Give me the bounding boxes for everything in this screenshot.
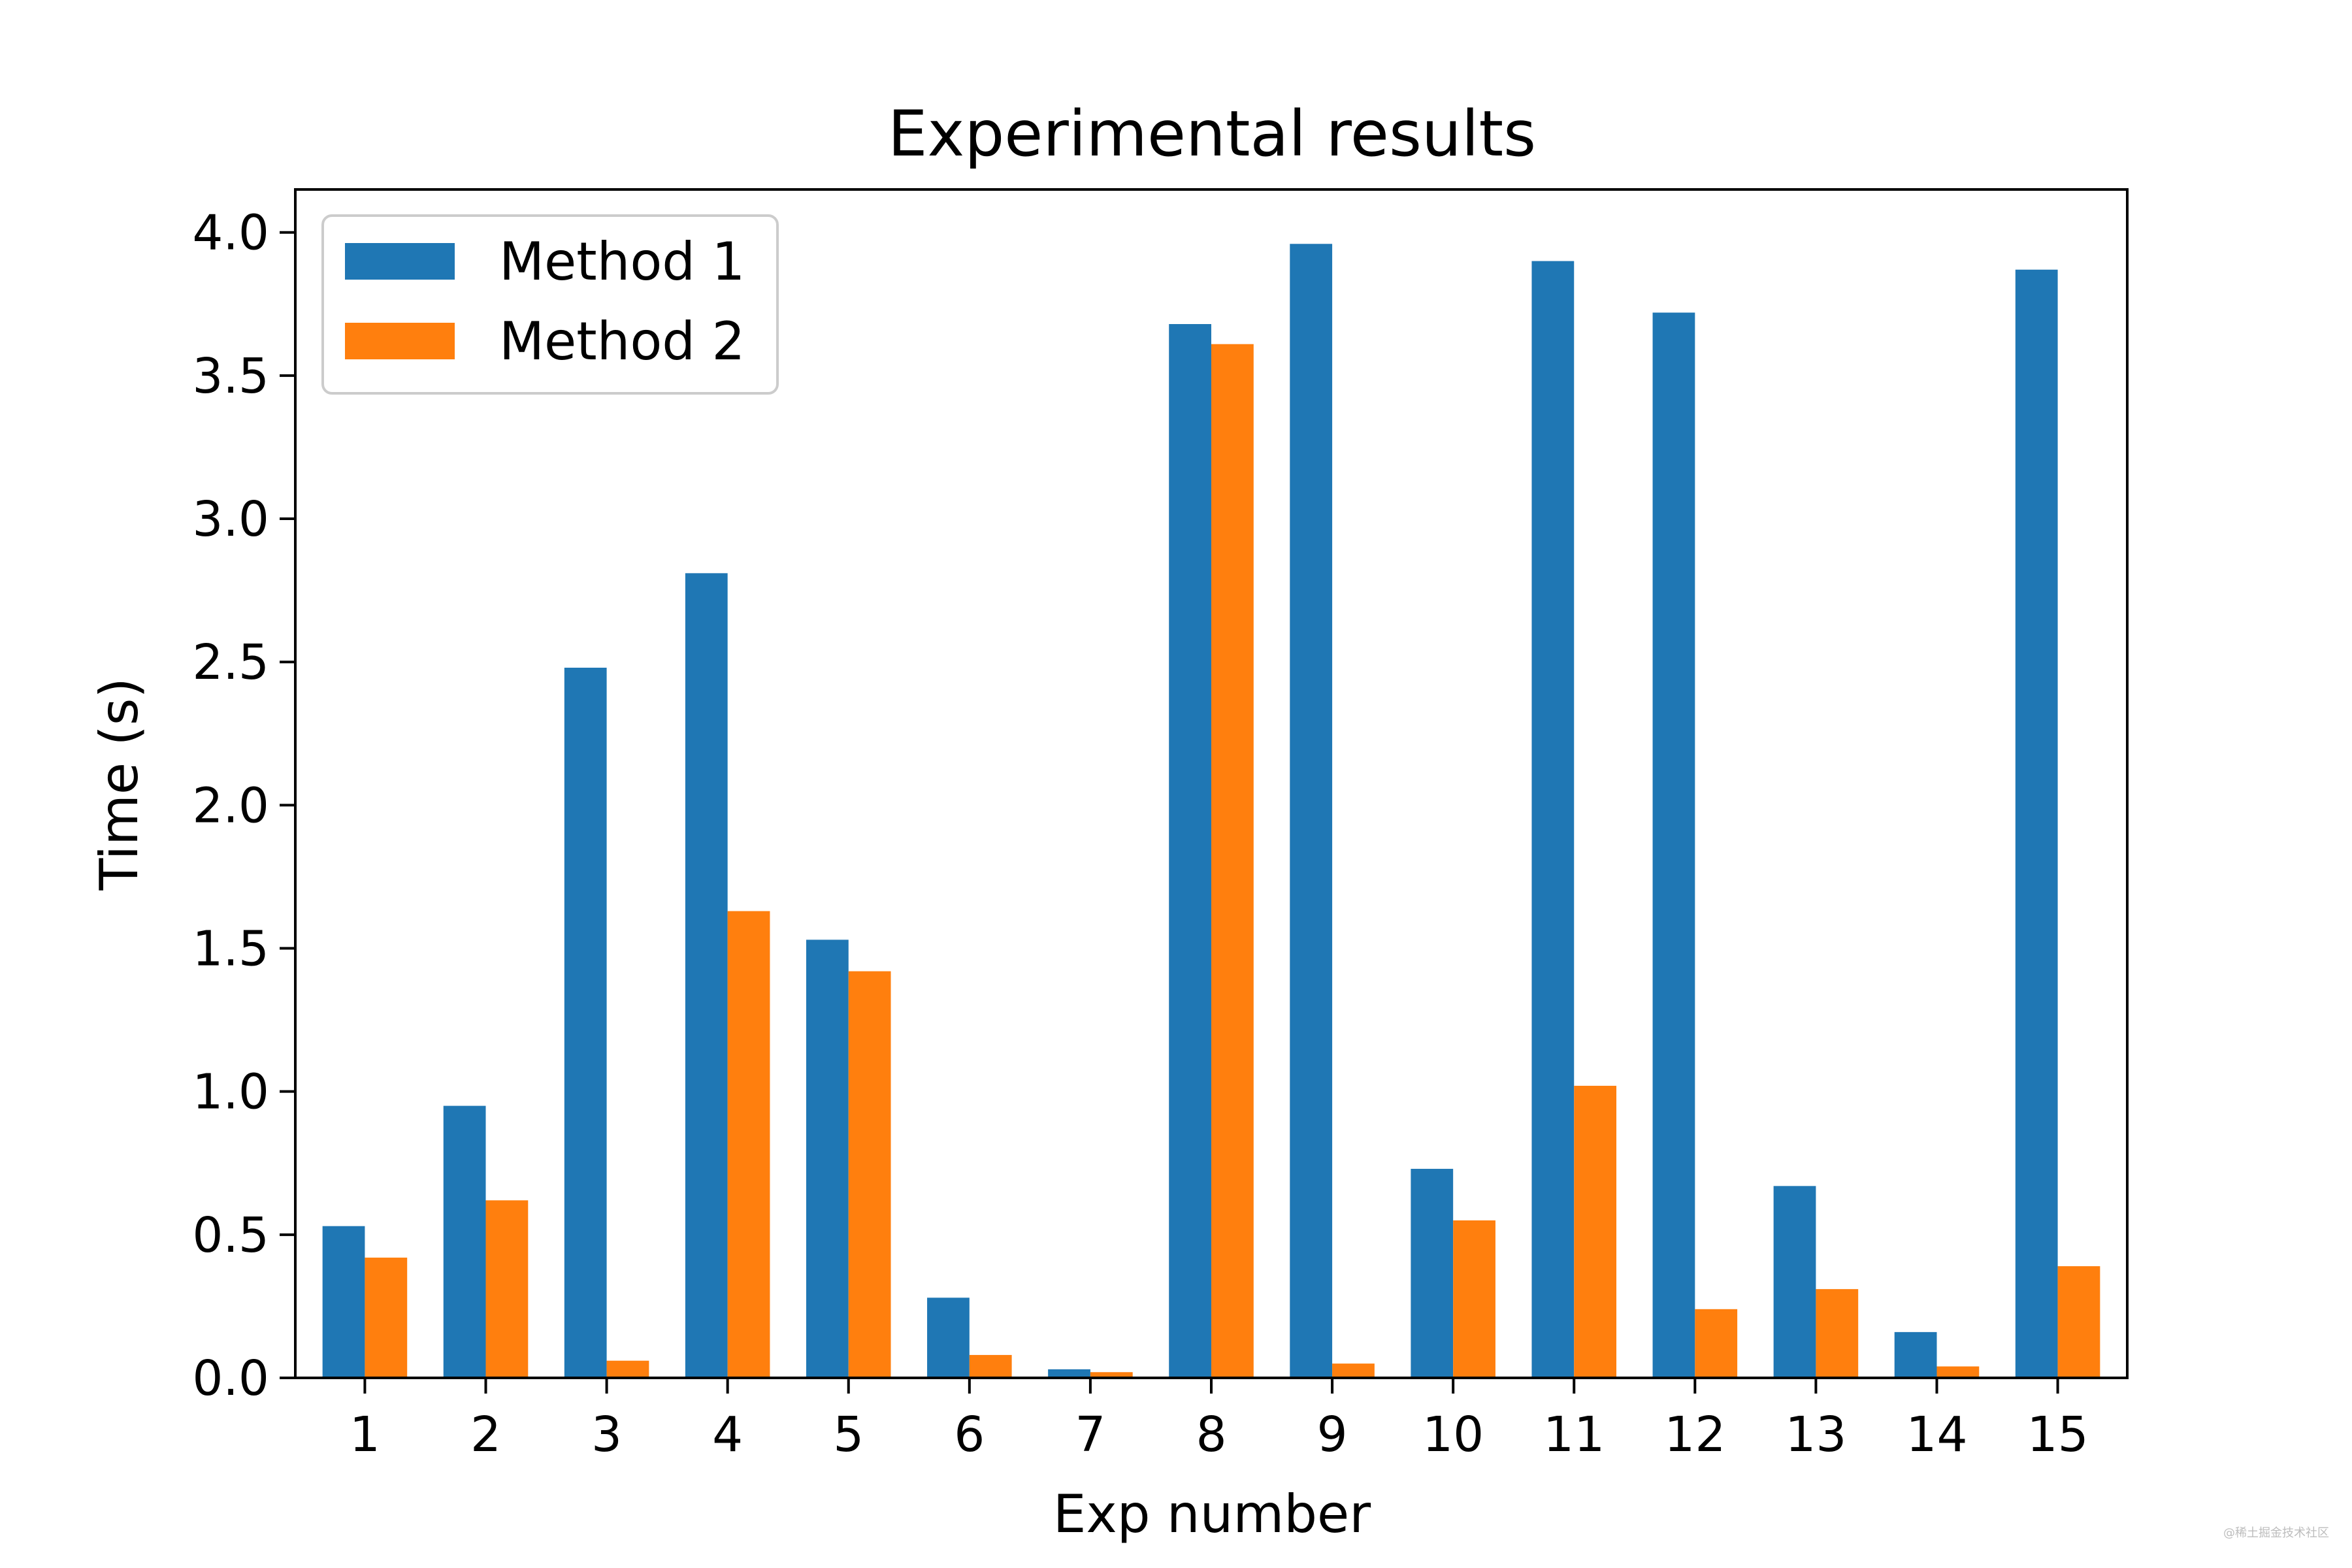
bar-method-1-exp-3 [564, 667, 607, 1378]
y-tick-label: 2.0 [192, 777, 269, 834]
bar-method-2-exp-9 [1332, 1364, 1375, 1378]
bar-method-2-exp-1 [365, 1257, 408, 1378]
bar-method-1-exp-2 [443, 1105, 486, 1378]
chart-title: Experimental results [888, 97, 1536, 171]
bar-method-2-exp-4 [727, 911, 770, 1378]
bar-method-2-exp-10 [1453, 1220, 1495, 1378]
bar-method-1-exp-8 [1169, 324, 1211, 1379]
bar-method-2-exp-6 [969, 1354, 1012, 1378]
x-tick-label: 5 [833, 1407, 864, 1463]
x-tick-label: 15 [2027, 1407, 2088, 1463]
x-tick-label: 13 [1785, 1407, 1846, 1463]
y-axis: 0.0 0.5 1.0 1.5 2.0 2.5 3.0 3.5 4.0 [192, 205, 295, 1407]
x-tick-label: 1 [350, 1407, 380, 1463]
x-tick-label: 8 [1196, 1407, 1226, 1463]
y-tick-label: 1.5 [192, 921, 269, 977]
bars-group [322, 244, 2100, 1379]
y-tick-label: 0.5 [192, 1207, 269, 1264]
x-tick-label: 4 [712, 1407, 743, 1463]
bar-method-1-exp-10 [1411, 1169, 1454, 1378]
bar-method-2-exp-13 [1816, 1289, 1859, 1378]
plot-frame [294, 188, 2129, 1379]
bar-method-2-exp-15 [2057, 1266, 2100, 1378]
bar-method-1-exp-5 [806, 939, 849, 1378]
x-tick-label: 11 [1543, 1407, 1605, 1463]
x-tick-label: 12 [1664, 1407, 1725, 1463]
bar-method-2-exp-2 [485, 1200, 529, 1378]
y-tick-label: 3.5 [192, 348, 269, 404]
x-tick-label: 10 [1422, 1407, 1484, 1463]
x-tick-label: 14 [1906, 1407, 1967, 1463]
bar-method-1-exp-7 [1048, 1369, 1090, 1378]
x-tick-label: 6 [954, 1407, 985, 1463]
bar-method-1-exp-11 [1531, 261, 1575, 1378]
x-tick-label: 3 [591, 1407, 622, 1463]
y-tick-label: 3.0 [192, 491, 269, 547]
legend-swatch-method-2 [345, 323, 455, 359]
x-axis-title: Exp number [1053, 1484, 1371, 1544]
bar-method-2-exp-8 [1211, 344, 1254, 1378]
x-tick-label: 9 [1317, 1407, 1348, 1463]
legend-label-method-1: Method 1 [499, 231, 745, 292]
bar-method-2-exp-7 [1090, 1372, 1133, 1378]
bar-method-2-exp-5 [848, 971, 891, 1378]
bar-method-1-exp-6 [927, 1298, 970, 1378]
bar-method-1-exp-15 [2015, 269, 2058, 1378]
bar-method-2-exp-14 [1936, 1366, 1980, 1378]
bar-method-1-exp-13 [1773, 1186, 1816, 1378]
bar-method-1-exp-1 [322, 1226, 365, 1378]
y-tick-label: 2.5 [192, 634, 269, 691]
y-tick-label: 4.0 [192, 205, 269, 261]
bar-method-2-exp-12 [1695, 1309, 1738, 1378]
bar-method-1-exp-14 [1894, 1331, 1937, 1378]
legend: Method 1 Method 2 [321, 214, 779, 395]
bar-method-1-exp-9 [1290, 244, 1333, 1378]
bar-method-2-exp-3 [606, 1360, 649, 1378]
legend-label-method-2: Method 2 [499, 311, 745, 372]
watermark-text: @稀土掘金技术社区 [2223, 1526, 2329, 1540]
y-axis-title: Time (s) [89, 678, 150, 890]
bar-method-1-exp-12 [1652, 312, 1695, 1378]
x-tick-label: 2 [470, 1407, 501, 1463]
bar-method-2-exp-11 [1574, 1085, 1617, 1378]
bar-method-1-exp-4 [685, 573, 728, 1378]
x-tick-label: 7 [1075, 1407, 1105, 1463]
y-tick-label: 0.0 [192, 1350, 269, 1407]
y-tick-label: 1.0 [192, 1064, 269, 1120]
x-axis: 1 2 3 4 5 6 7 8 9 10 11 12 13 14 15 [350, 1378, 2089, 1463]
legend-swatch-method-1 [345, 243, 455, 280]
